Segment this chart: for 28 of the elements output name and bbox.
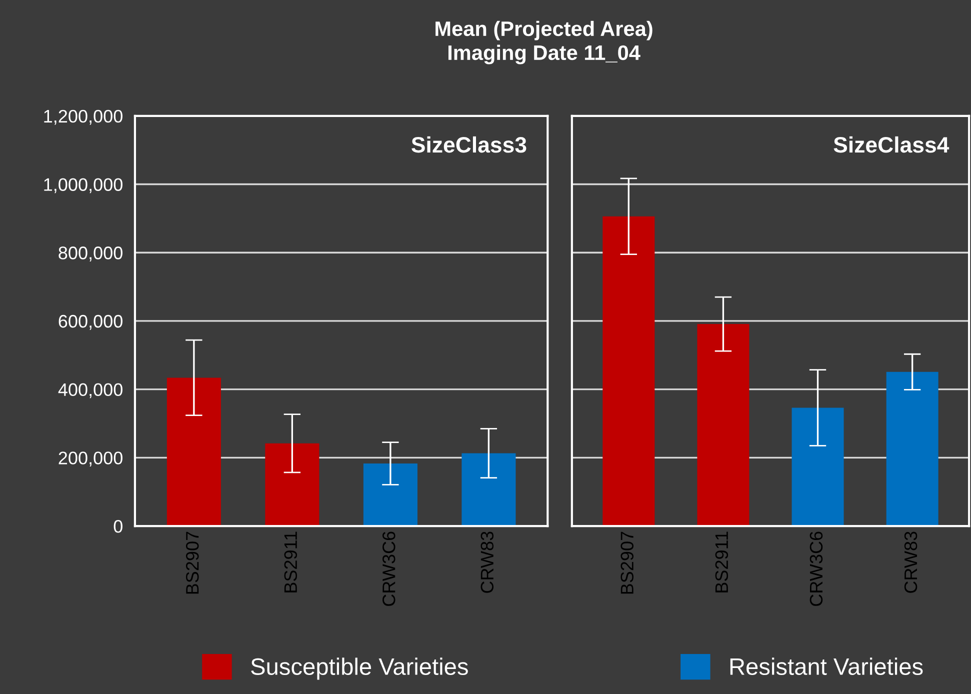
y-tick-label: 800,000 (58, 246, 122, 262)
bar (265, 443, 320, 526)
y-tick-label: 0 (114, 520, 122, 533)
bar (363, 464, 418, 526)
bar (886, 372, 938, 526)
x-tick-label: BS2907 (186, 532, 199, 594)
y-tick-label: 400,000 (58, 383, 122, 398)
y-tick-label: 1,000,000 (44, 178, 122, 194)
annotation: SizeClass3 (412, 136, 526, 153)
x-tick-label: BS2911 (284, 532, 298, 592)
x-tick-label: CRW83 (904, 532, 918, 593)
bar (166, 378, 221, 526)
legend-label: Susceptible Varieties (251, 658, 468, 680)
x-tick-label: CRW3C6 (810, 532, 823, 606)
y-tick-label: 200,000 (58, 452, 122, 467)
annotation: SizeClass4 (834, 136, 950, 153)
bar (462, 453, 516, 526)
x-tick-label: CRW83 (480, 532, 494, 593)
legend-label: Resistant Varieties (730, 658, 923, 676)
x-tick-label: CRW3C6 (382, 532, 396, 606)
bar (697, 324, 750, 526)
x-tick-label: BS2907 (620, 532, 634, 594)
y-tick-label: 600,000 (58, 314, 122, 330)
x-tick-label: BS2911 (715, 532, 728, 592)
y-tick-label: 1,200,000 (44, 110, 122, 125)
bar (602, 216, 655, 526)
chart-title: Mean (Projected Area) Imaging Date 11_04 (436, 20, 652, 64)
bar (792, 408, 844, 526)
